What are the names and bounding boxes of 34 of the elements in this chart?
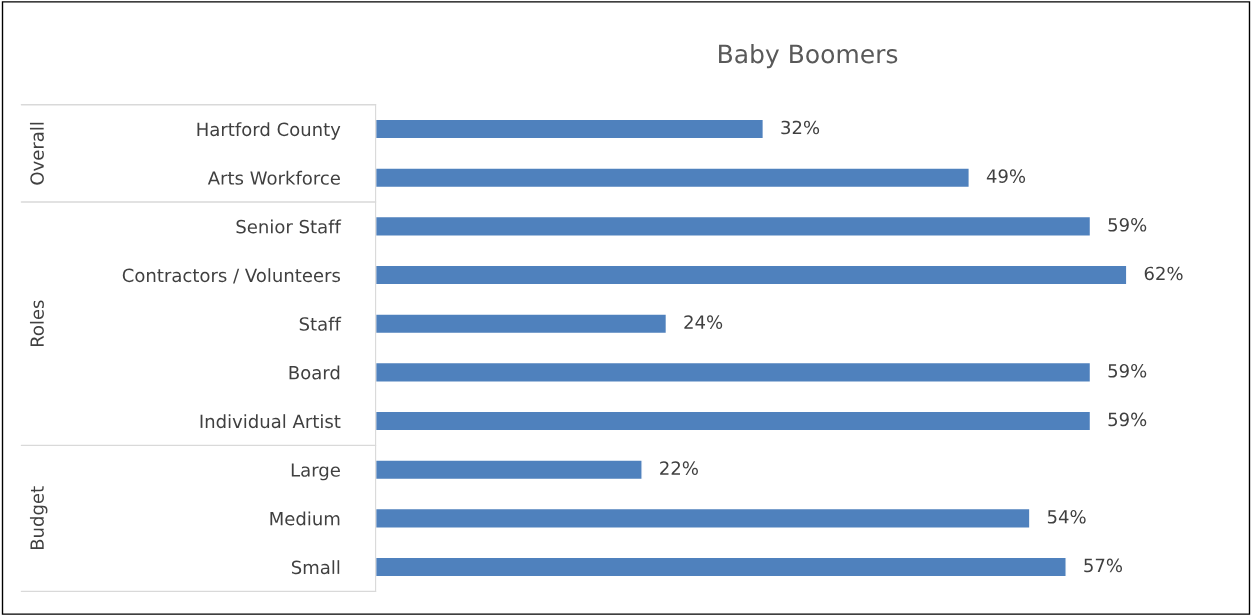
bar	[375, 118, 765, 140]
bar	[375, 459, 643, 481]
data-label: 57%	[1084, 558, 1123, 573]
chart-title: Baby Boomers	[719, 44, 898, 69]
data-label: 59%	[1108, 217, 1147, 232]
data-label: 22%	[660, 461, 698, 475]
bar	[375, 264, 1128, 286]
y-tick-label: Arts Workforce	[207, 170, 340, 185]
bar	[375, 507, 1031, 529]
text: Budget	[29, 486, 48, 550]
data-label: 62%	[1144, 266, 1183, 281]
data-label: 24%	[684, 315, 723, 329]
bar	[375, 556, 1067, 578]
data-label: 59%	[1108, 363, 1147, 378]
y-tick-label: Senior Staff	[236, 219, 342, 234]
y-tick-label: Large	[291, 463, 340, 481]
y-tick-label: Medium	[270, 511, 340, 526]
data-label: 54%	[1047, 509, 1086, 524]
y-tick-label: Hartford County	[197, 122, 341, 140]
bar	[375, 313, 668, 335]
text: Roles	[29, 300, 44, 347]
data-label: 49%	[986, 169, 1026, 183]
y-tick-label: Staff	[299, 316, 342, 331]
data-label: 59%	[1108, 412, 1147, 427]
bar	[375, 410, 1092, 432]
y-tick-label: Small	[291, 560, 340, 575]
bar	[375, 361, 1092, 383]
text: Overall	[29, 122, 44, 185]
y-tick-label: Contractors / Volunteers	[122, 268, 340, 284]
data-label: 32%	[781, 120, 820, 135]
y-tick-label: Individual Artist	[200, 414, 341, 429]
bar	[375, 215, 1092, 237]
y-tick-label: Board	[289, 365, 340, 380]
bar	[375, 167, 970, 189]
